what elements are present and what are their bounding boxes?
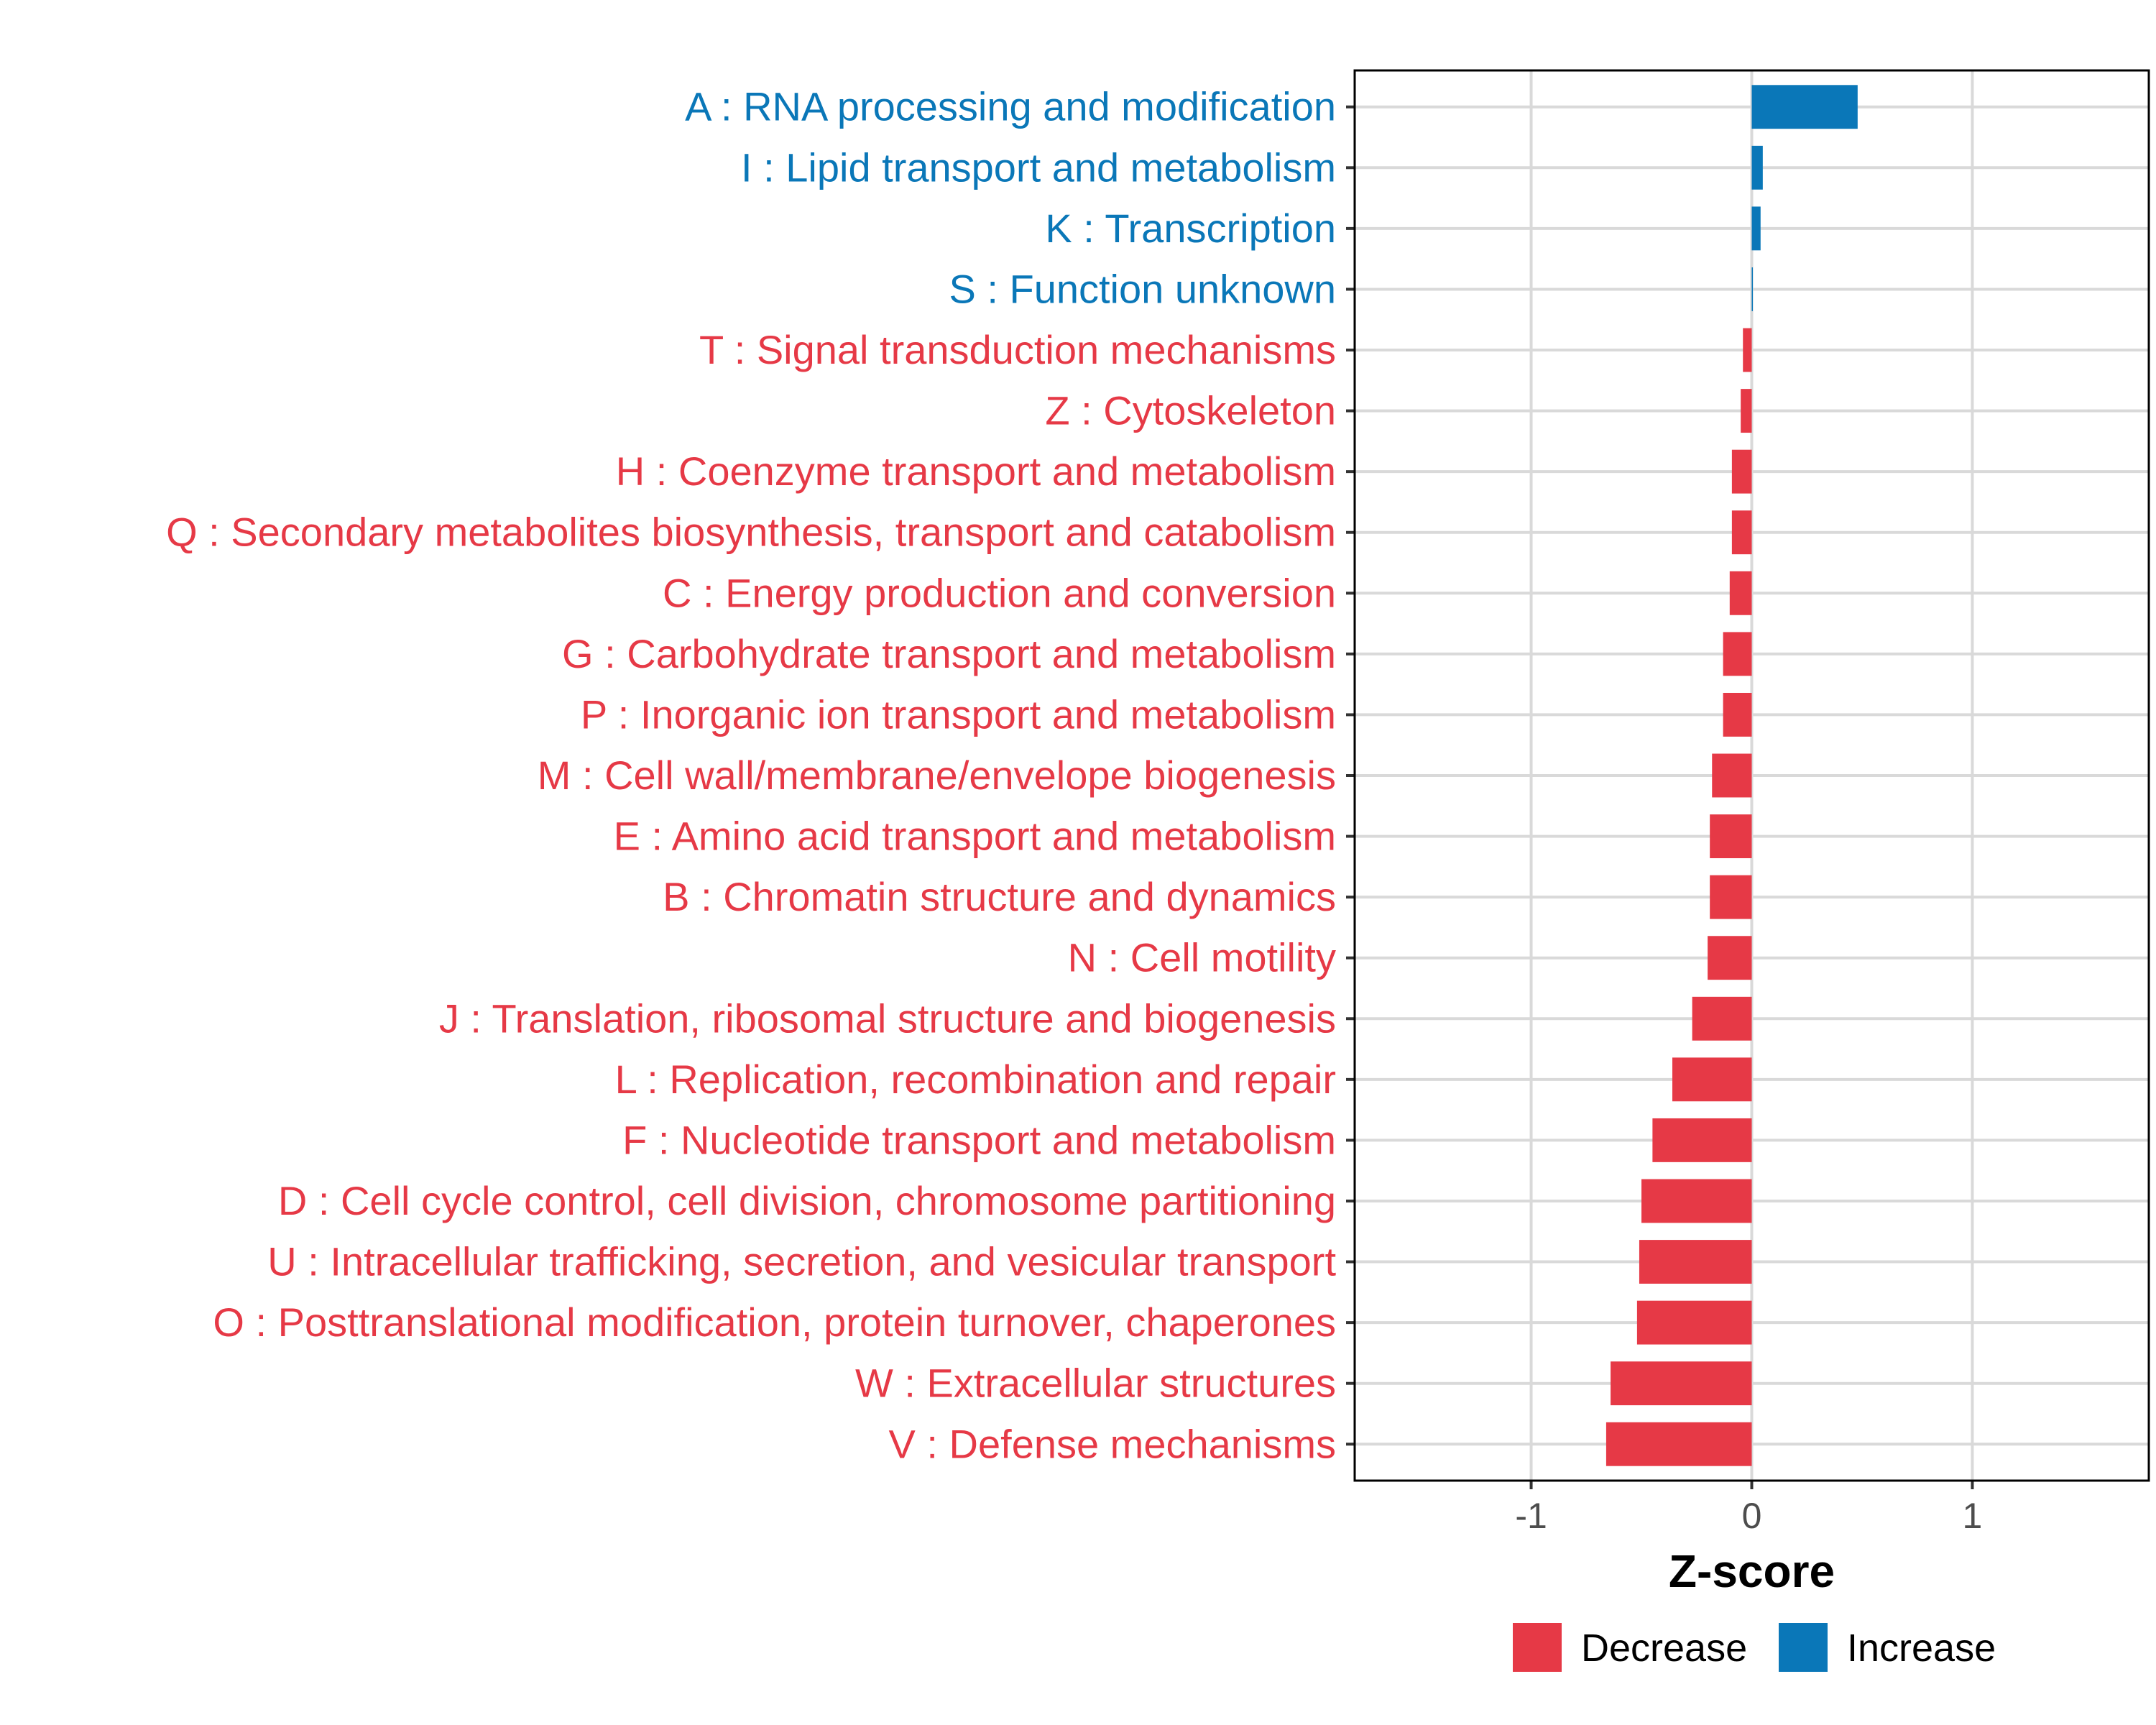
category-label: P : Inorganic ion transport and metaboli… [581, 691, 1336, 737]
category-label: O : Posttranslational modification, prot… [213, 1300, 1336, 1345]
x-tick-label: 1 [1963, 1496, 1983, 1536]
bar [1606, 1422, 1752, 1466]
bar [1743, 328, 1752, 372]
bar [1611, 1361, 1752, 1406]
x-tick-label: -1 [1515, 1496, 1547, 1536]
category-label: U : Intracellular trafficking, secretion… [267, 1239, 1336, 1284]
category-label: Q : Secondary metabolites biosynthesis, … [166, 510, 1336, 555]
bar [1741, 389, 1752, 433]
category-label: Z : Cytoskeleton [1045, 388, 1336, 433]
category-label: B : Chromatin structure and dynamics [663, 874, 1336, 919]
bar [1692, 996, 1752, 1041]
category-label: N : Cell motility [1068, 935, 1336, 980]
legend-swatch [1513, 1623, 1562, 1672]
legend: Decrease Increase [1513, 1623, 1996, 1672]
x-axis-title: Z-score [1669, 1545, 1835, 1597]
bar [1710, 814, 1752, 859]
category-label: F : Nucleotide transport and metabolism [622, 1117, 1336, 1162]
bar [1708, 936, 1752, 980]
bar [1641, 1179, 1752, 1223]
legend-swatch [1779, 1623, 1828, 1672]
bar [1672, 1057, 1752, 1102]
bar [1751, 267, 1754, 311]
category-label: K : Transcription [1045, 206, 1336, 251]
category-label: A : RNA processing and modification [685, 84, 1336, 129]
category-label: I : Lipid transport and metabolism [741, 144, 1336, 190]
category-label: L : Replication, recombination and repai… [615, 1057, 1336, 1102]
category-label: D : Cell cycle control, cell division, c… [278, 1178, 1336, 1223]
category-label: M : Cell wall/membrane/envelope biogenes… [538, 753, 1336, 798]
bar [1723, 632, 1752, 676]
category-label: T : Signal transduction mechanisms [699, 327, 1336, 372]
category-label: C : Energy production and conversion [663, 570, 1336, 615]
legend-label: Increase [1847, 1627, 1996, 1670]
bar [1751, 85, 1858, 129]
category-label: G : Carbohydrate transport and metabolis… [562, 631, 1336, 676]
bar [1731, 510, 1752, 555]
category-label: W : Extracellular structures [855, 1361, 1336, 1406]
x-tick-label: 0 [1742, 1496, 1762, 1536]
category-label: E : Amino acid transport and metabolism [614, 814, 1336, 859]
bar [1751, 206, 1761, 251]
bar [1712, 753, 1752, 798]
bar [1729, 571, 1752, 615]
bar [1723, 692, 1752, 737]
legend-label: Decrease [1581, 1627, 1747, 1670]
category-label: S : Function unknown [949, 266, 1336, 311]
bar [1751, 145, 1763, 190]
bar [1639, 1240, 1752, 1284]
bar [1710, 875, 1752, 919]
category-label: J : Translation, ribosomal structure and… [439, 995, 1336, 1041]
bar [1652, 1118, 1752, 1162]
bar [1636, 1300, 1752, 1345]
category-label: H : Coenzyme transport and metabolism [616, 448, 1336, 494]
category-label: V : Defense mechanisms [889, 1421, 1336, 1466]
bar [1731, 449, 1752, 494]
panel-border [1353, 69, 2150, 1482]
